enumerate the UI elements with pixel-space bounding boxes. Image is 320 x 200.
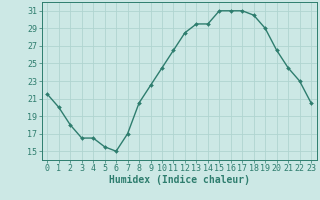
X-axis label: Humidex (Indice chaleur): Humidex (Indice chaleur) (109, 175, 250, 185)
